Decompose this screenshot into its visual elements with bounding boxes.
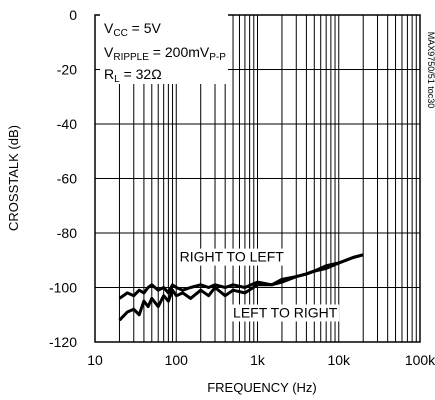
- condition-line: VCC = 5V: [104, 20, 162, 39]
- y-tick-label: -80: [57, 225, 77, 241]
- series-label: RIGHT TO LEFT: [180, 249, 285, 265]
- y-tick-label: 0: [69, 7, 77, 23]
- condition-line: RL = 32Ω: [104, 66, 162, 85]
- plot-border: [94, 14, 421, 343]
- x-tick-label: 10: [87, 352, 103, 368]
- series-label: LEFT TO RIGHT: [233, 304, 338, 320]
- x-tick-label: 10k: [327, 352, 351, 368]
- curve-labels: RIGHT TO LEFT LEFT TO RIGHT: [177, 248, 340, 322]
- series-group: [118, 253, 364, 322]
- y-tick-label: -60: [57, 171, 77, 187]
- y-tick-label: -100: [49, 280, 77, 296]
- y-tick-label: -120: [49, 334, 77, 350]
- test-conditions: VCC = 5V VRIPPLE = 200mVP-P RL = 32Ω: [104, 20, 226, 85]
- plot-frame: [94, 14, 421, 343]
- y-tick-label: -20: [57, 62, 77, 78]
- x-tick-label: 1k: [250, 352, 266, 368]
- tick-labels: 10 100 1k 10k 100k 0 -20 -40 -60 -80 -100 -120: [49, 7, 435, 368]
- x-axis-label: FREQUENCY (Hz): [207, 380, 317, 395]
- condition-line: VRIPPLE = 200mVP-P: [104, 44, 226, 63]
- x-tick-label: 100k: [405, 352, 435, 368]
- series-label-background: [231, 304, 340, 322]
- series-line: [118, 253, 364, 322]
- conditions-box: [100, 10, 228, 84]
- y-tick-label: -40: [57, 116, 77, 132]
- y-axis-label: CROSSTALK (dB): [6, 125, 21, 231]
- x-tick-label: 100: [165, 352, 189, 368]
- series-label-background: [177, 248, 286, 266]
- part-number: MAX9750/51 toc30: [426, 32, 435, 109]
